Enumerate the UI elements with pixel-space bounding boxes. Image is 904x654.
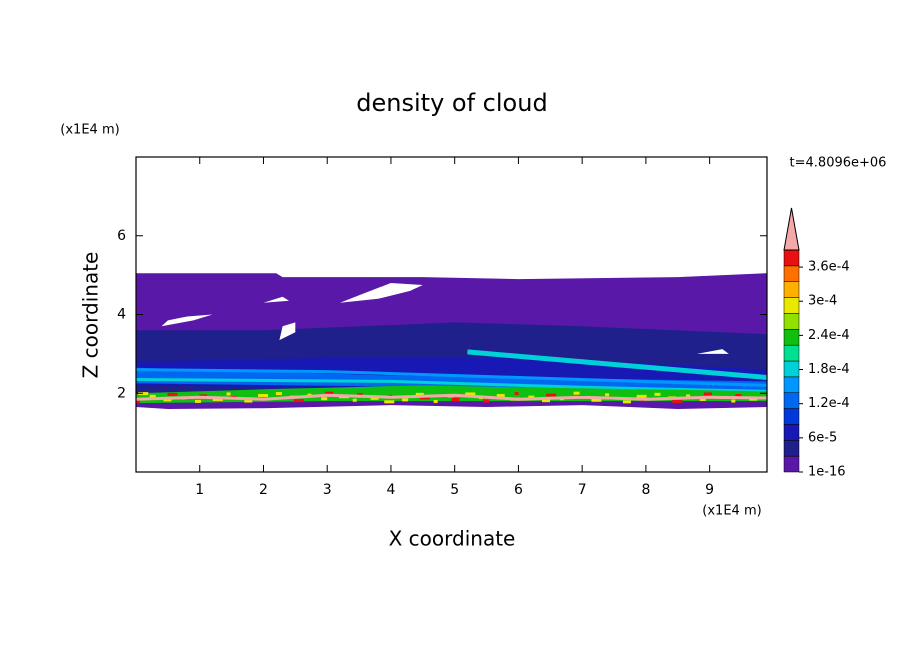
colorbar-label: 1e-16 [808,465,846,480]
contour-band [135,378,768,393]
cloud-gap [279,322,296,341]
x-tick-label: 2 [259,482,268,498]
cloud-gap [263,296,289,303]
cloud-gap [340,283,423,303]
colorbar-label: 1.8e-4 [808,362,850,377]
colorbar-band [783,344,800,362]
contour-region [433,399,438,403]
contour-region [415,392,424,396]
colorbar-band [783,424,800,441]
y-tick-label: 6 [117,228,126,244]
colorbar-band [783,329,800,346]
contour-region [451,397,460,401]
contour-region [136,367,767,392]
colorbar-band [783,265,800,282]
colorbar-label: 1.2e-4 [808,396,850,411]
x-tick-label: 6 [514,482,523,498]
x-unit: (x1E4 m) [702,504,761,519]
y-axis-label: Z coordinate [79,252,103,379]
contour-region [542,399,551,403]
contour-region [163,398,172,402]
contour-region [528,395,535,399]
contour-region [622,400,631,404]
contour-region [636,394,647,398]
contour-region [138,392,149,396]
colorbar-band [783,249,800,267]
x-axis-label: X coordinate [389,527,516,551]
colorbar-label: 3.6e-4 [808,260,850,275]
colorbar-band [783,408,800,425]
x-tick-label: 7 [578,482,587,498]
contour-region [483,399,490,403]
contour-region [293,399,304,403]
colorbar-band [783,313,800,330]
contour-region [573,391,580,395]
contour-region [370,396,379,400]
contour-region [703,392,712,396]
contour-band [135,393,768,401]
contour-region [514,392,519,396]
contour-region [605,393,610,397]
x-tick-label: 4 [386,482,395,498]
contour-region [136,400,140,404]
y-tick-label: 4 [117,307,126,323]
x-tick-label: 9 [705,482,714,498]
colorbar-label: 6e-5 [808,430,837,445]
contour-region [244,399,253,403]
colorbar-band [783,281,800,298]
contour-region [402,398,409,402]
contour-region [672,399,683,403]
y-tick-label: 2 [117,385,126,401]
contour-band [135,368,768,387]
x-tick-label: 8 [641,482,650,498]
x-tick-label: 5 [450,482,459,498]
chart-title: density of cloud [356,89,547,117]
contour-region [194,399,201,403]
contour-region [275,392,282,396]
x-tick-label: 1 [195,482,204,498]
colorbar-band [783,392,800,409]
contour-region [735,394,742,398]
contour-region [321,397,328,401]
contour-region [149,394,156,398]
contour-band [467,349,768,380]
contour-region [384,400,395,404]
colorbar-band [783,297,800,314]
contour-region [212,397,223,401]
colorbar-band [783,455,800,473]
contour-region [419,396,430,400]
contour-region [731,399,736,403]
contour-region [699,397,706,401]
cloud-gap [161,314,213,327]
contour-region [496,394,505,398]
contour-region [167,392,178,396]
contour-region [352,398,357,402]
cloud-gap [696,349,729,354]
contour-region [226,392,231,396]
contour-region [465,392,476,396]
colorbar-band [783,440,800,457]
contour-region [258,394,269,398]
colorbar-label: 3e-4 [808,294,837,309]
x-tick-label: 3 [323,482,332,498]
contour-region [654,392,661,396]
y-unit: (x1E4 m) [60,123,119,138]
contour-region [325,391,334,395]
contour-region [686,394,691,398]
colorbar-band [783,376,800,393]
contour-region [591,398,602,402]
time-label: t=4.8096e+06 [790,156,887,171]
colorbar-band [783,360,800,378]
colorbar-label: 2.4e-4 [808,328,850,343]
contour-region [546,393,557,397]
colorbar-extend [783,207,800,251]
